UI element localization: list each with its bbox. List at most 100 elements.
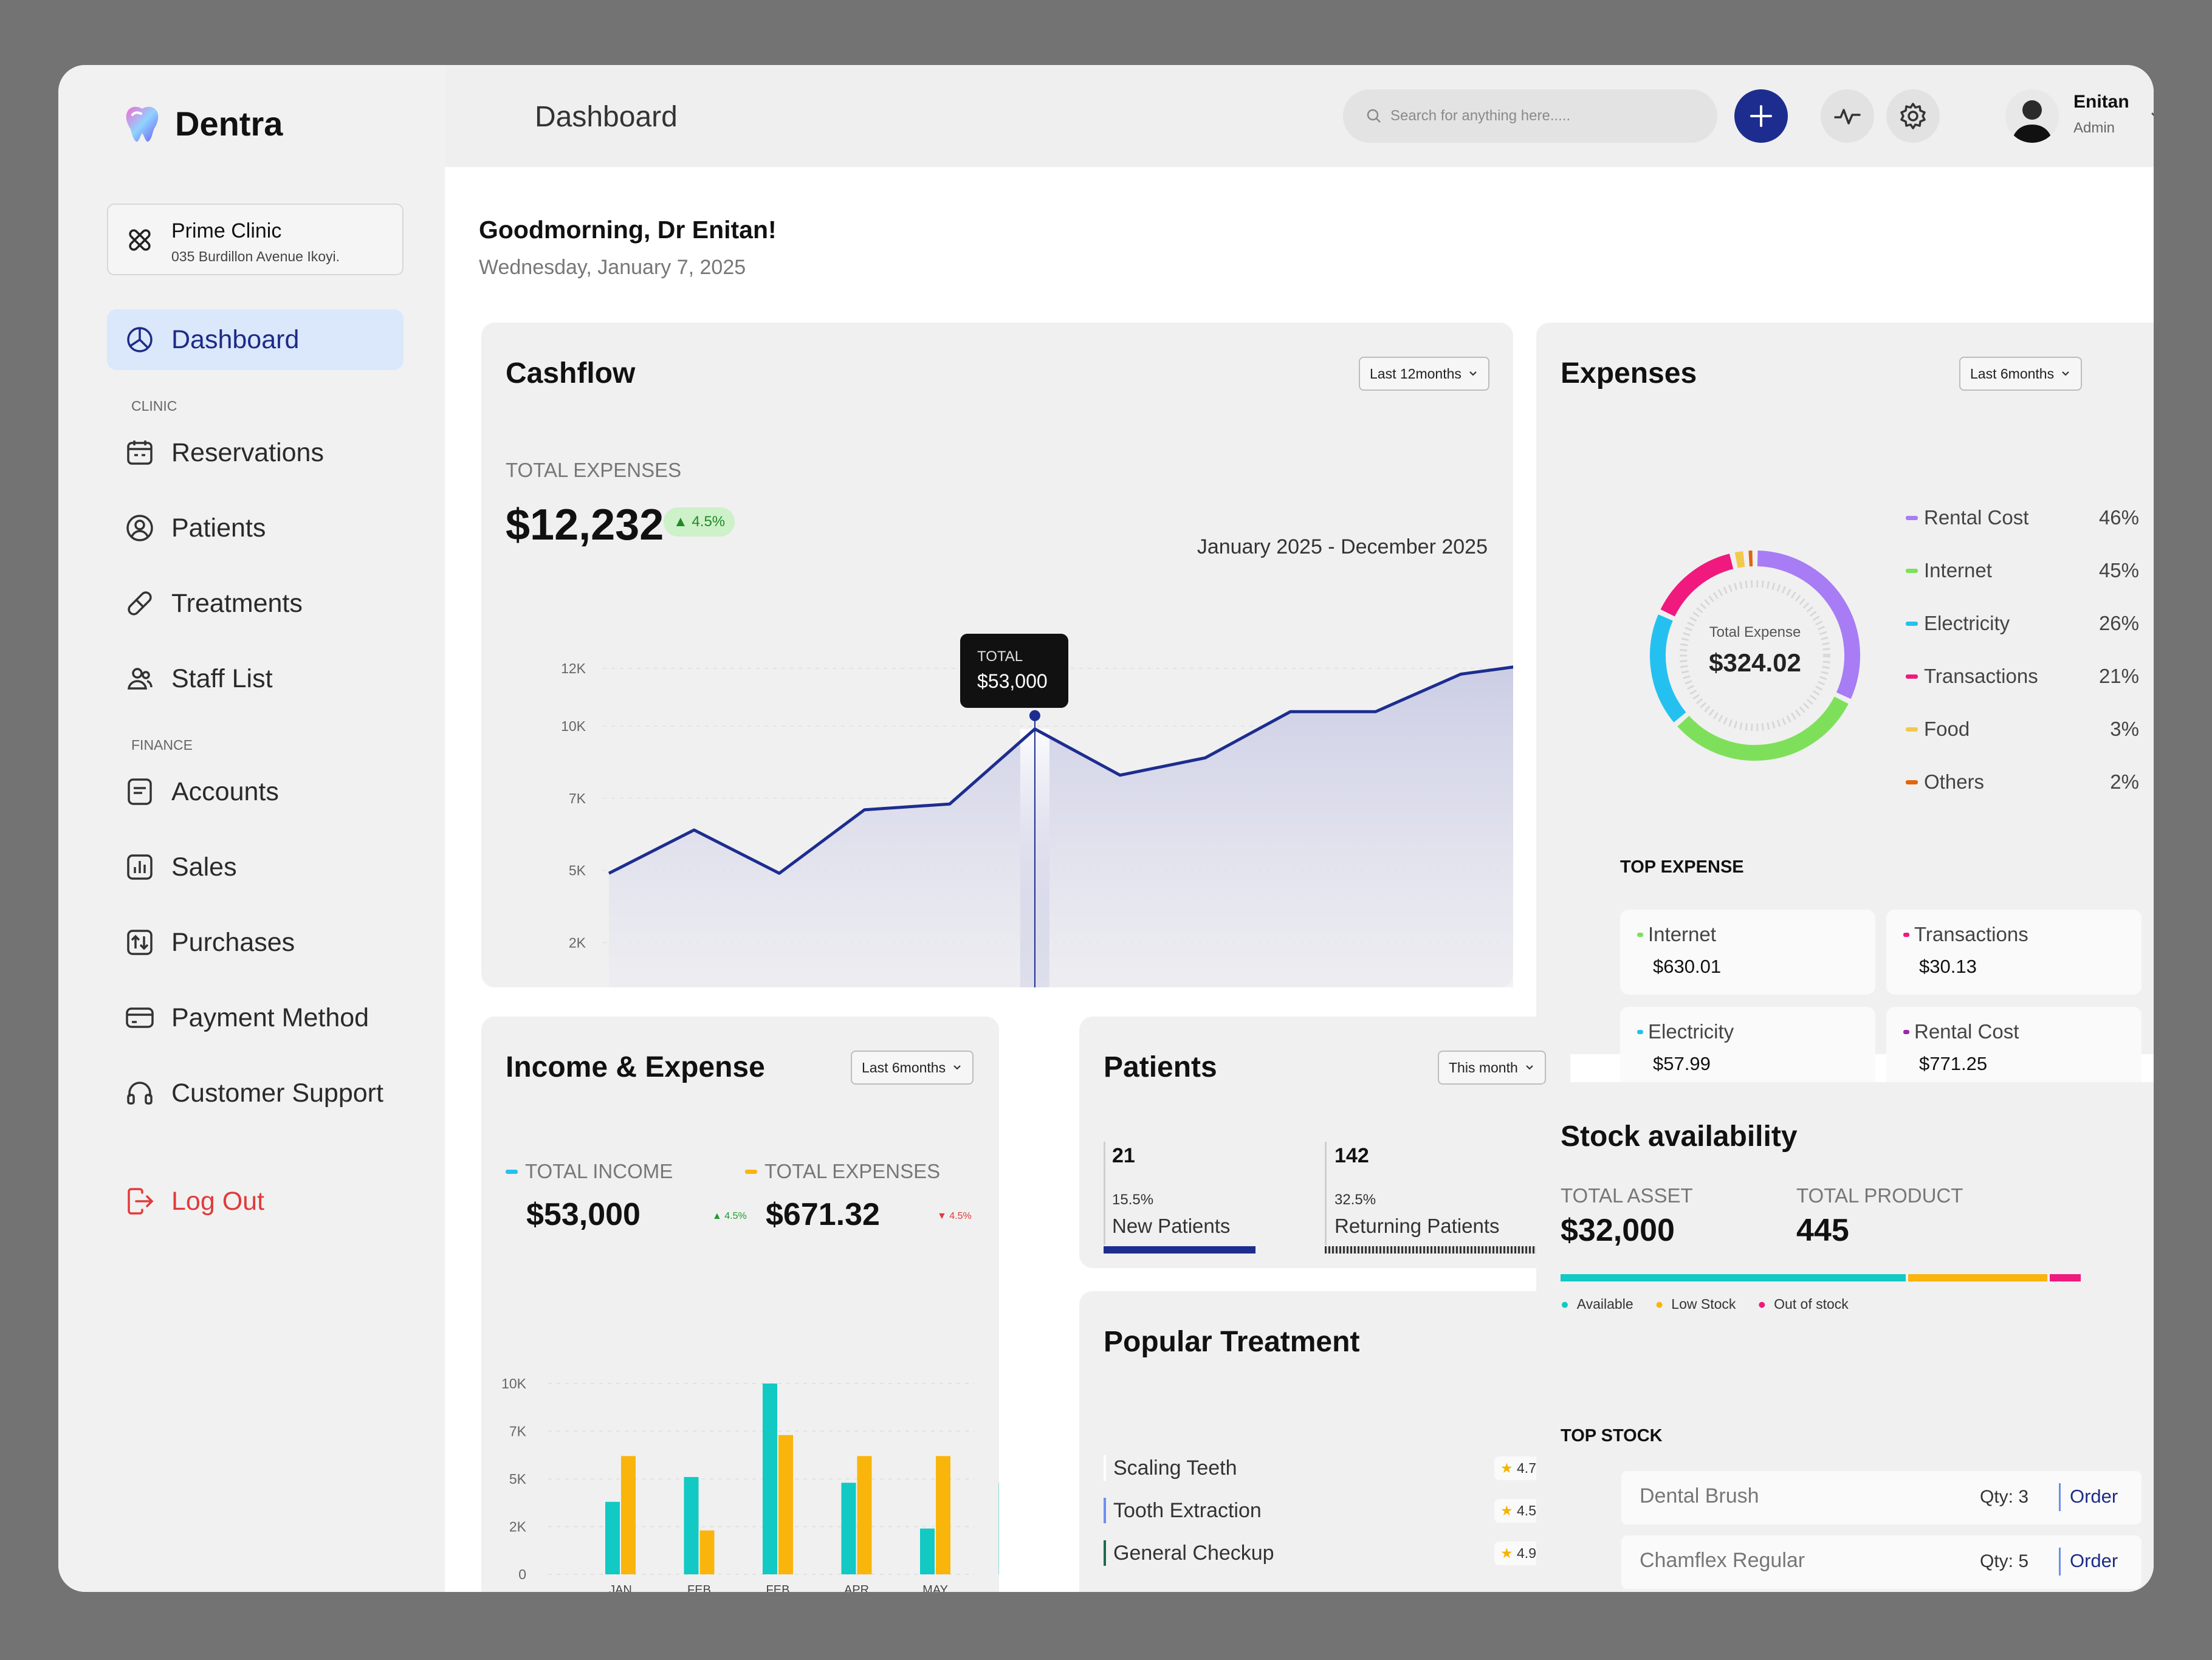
app-name: Dentra: [175, 104, 283, 143]
y-tick-label: 5K: [509, 1471, 527, 1487]
add-button[interactable]: [1734, 89, 1788, 143]
bar-expense[interactable]: [857, 1456, 872, 1574]
treatment-label: Scaling Teeth: [1113, 1456, 1237, 1480]
y-tick-label: 2K: [569, 935, 586, 950]
returning-patients-label: Returning Patients: [1334, 1215, 1500, 1237]
expense-swatch: [1903, 1029, 1909, 1034]
tooltip-label: TOTAL: [977, 648, 1023, 665]
legend-text: TOTAL INCOME: [525, 1160, 673, 1182]
bar-income[interactable]: [763, 1384, 777, 1574]
bar-income[interactable]: [605, 1501, 620, 1574]
logout-icon: [128, 1188, 154, 1215]
star-icon: ★: [1500, 1545, 1513, 1561]
order-button[interactable]: Order: [2070, 1550, 2118, 1571]
income-period-dropdown[interactable]: Last 6months: [851, 1051, 974, 1085]
donut-slice[interactable]: [1660, 554, 1734, 617]
cashflow-period-dropdown[interactable]: Last 12months: [1359, 357, 1489, 391]
cashflow-area: [609, 667, 1513, 987]
sidebar-item-label: Dashboard: [171, 324, 300, 354]
legend-text: Internet: [1924, 559, 1992, 581]
chevron-down-icon[interactable]: [2149, 110, 2154, 122]
sidebar-item-reservations[interactable]: Reservations: [107, 422, 404, 483]
pill-icon: [128, 591, 152, 616]
chevron-down-icon: [953, 1065, 961, 1070]
sidebar-item-accounts[interactable]: Accounts: [107, 761, 404, 822]
bar-expense[interactable]: [936, 1456, 950, 1574]
sidebar-item-dashboard[interactable]: Dashboard: [107, 309, 404, 370]
x-tick-label: FEB: [766, 1583, 790, 1592]
activity-button[interactable]: [1821, 89, 1874, 143]
page-title: Dashboard: [535, 101, 678, 133]
cashflow-total-label: TOTAL EXPENSES: [506, 459, 682, 481]
y-tick-label: 10K: [501, 1376, 527, 1391]
income-expense-card: Income & Expense Last 6months TOTAL INCO…: [481, 1017, 999, 1592]
logout-button[interactable]: Log Out: [107, 1171, 404, 1232]
tooth-logo-icon: [126, 106, 159, 142]
search-input[interactable]: [1390, 108, 1682, 125]
donut-slice[interactable]: [1650, 614, 1686, 722]
rating-value: 4.7: [1517, 1459, 1536, 1476]
legend-label: Internet: [1906, 559, 1992, 582]
income-growth: ▲ 4.5%: [712, 1211, 747, 1221]
bar-income[interactable]: [841, 1483, 856, 1574]
expense-legend-item: Electricity 26%: [1906, 612, 2139, 635]
patients-period-dropdown[interactable]: This month: [1438, 1051, 1546, 1085]
transfer-icon: [127, 930, 153, 955]
legend-swatch: [1906, 727, 1918, 732]
badge-value: 4.5%: [692, 513, 726, 530]
top-expense-value: $771.25: [1919, 1053, 1988, 1074]
treatment-row[interactable]: Tooth Extraction ★ 4.5: [1104, 1495, 1542, 1526]
bar-expense[interactable]: [778, 1435, 793, 1574]
stock-bar-segment: [2050, 1274, 2081, 1281]
bar-expense[interactable]: [621, 1456, 636, 1574]
settings-button[interactable]: [1886, 89, 1940, 143]
stock-legend-out: ● Out of stock: [1757, 1296, 1849, 1312]
treatment-name: General Checkup: [1104, 1540, 1274, 1566]
expense-legend-item: Internet 45%: [1906, 559, 2139, 582]
bar-income[interactable]: [920, 1528, 935, 1574]
treatment-rating: ★ 4.9: [1494, 1541, 1542, 1565]
top-expense-card[interactable]: Electricity $57.99: [1620, 1007, 1875, 1092]
top-expense-card[interactable]: Internet $630.01: [1620, 910, 1875, 995]
treatment-name: Tooth Extraction: [1104, 1498, 1262, 1523]
legend-text: Rental Cost: [1924, 506, 2029, 529]
sidebar-item-label: Log Out: [171, 1186, 264, 1216]
expense-total-value: $671.32: [766, 1197, 880, 1232]
nav-section-finance: FINANCE: [131, 737, 193, 753]
sidebar-item-staff[interactable]: Staff List: [107, 648, 404, 709]
avatar[interactable]: [2005, 89, 2059, 143]
y-tick-label: 2K: [509, 1519, 527, 1535]
chevron-down-icon: [1525, 1065, 1533, 1070]
donut-slice[interactable]: [1757, 550, 1860, 699]
gear-icon: [1900, 103, 1926, 129]
sidebar-item-support[interactable]: Customer Support: [107, 1063, 404, 1123]
patients-card: Patients This month 21 15.5% New Patient…: [1079, 1017, 1570, 1268]
order-button[interactable]: Order: [2070, 1486, 2118, 1507]
new-patients-label: New Patients: [1112, 1215, 1231, 1237]
header: Dashboard Enitan Admin: [445, 65, 2154, 167]
treatment-row[interactable]: Scaling Teeth ★ 4.7: [1104, 1453, 1542, 1483]
activity-icon: [1834, 109, 1861, 125]
expenses-period-dropdown[interactable]: Last 6months: [1959, 357, 2083, 391]
new-patients-count: 21: [1112, 1144, 1135, 1167]
top-expense-card[interactable]: Rental Cost $771.25: [1886, 1007, 2142, 1092]
treatment-name: Scaling Teeth: [1104, 1455, 1237, 1481]
search-bar[interactable]: [1343, 89, 1717, 143]
sidebar-item-sales[interactable]: Sales: [107, 837, 404, 897]
treatment-row[interactable]: General Checkup ★ 4.9: [1104, 1538, 1542, 1568]
sidebar-item-purchases[interactable]: Purchases: [107, 912, 404, 973]
clinic-selector[interactable]: Prime Clinic 035 Burdillon Avenue Ikoyi.: [107, 204, 404, 275]
top-expense-name: Rental Cost: [1903, 1020, 2019, 1043]
bar-expense[interactable]: [699, 1530, 715, 1574]
sidebar-item-treatments[interactable]: Treatments: [107, 573, 404, 634]
bar-income[interactable]: [998, 1483, 1000, 1574]
legend-swatch: [1906, 674, 1918, 679]
top-expense-card[interactable]: Transactions $30.13: [1886, 910, 2142, 995]
sidebar-item-patients[interactable]: Patients: [107, 498, 404, 558]
treatment-marker: [1104, 1498, 1106, 1523]
app-logo[interactable]: Dentra: [119, 100, 283, 146]
donut-slice[interactable]: [1734, 551, 1745, 568]
sidebar-item-payment[interactable]: Payment Method: [107, 987, 404, 1048]
bar-income[interactable]: [684, 1477, 699, 1574]
donut-slice[interactable]: [1677, 696, 1849, 761]
